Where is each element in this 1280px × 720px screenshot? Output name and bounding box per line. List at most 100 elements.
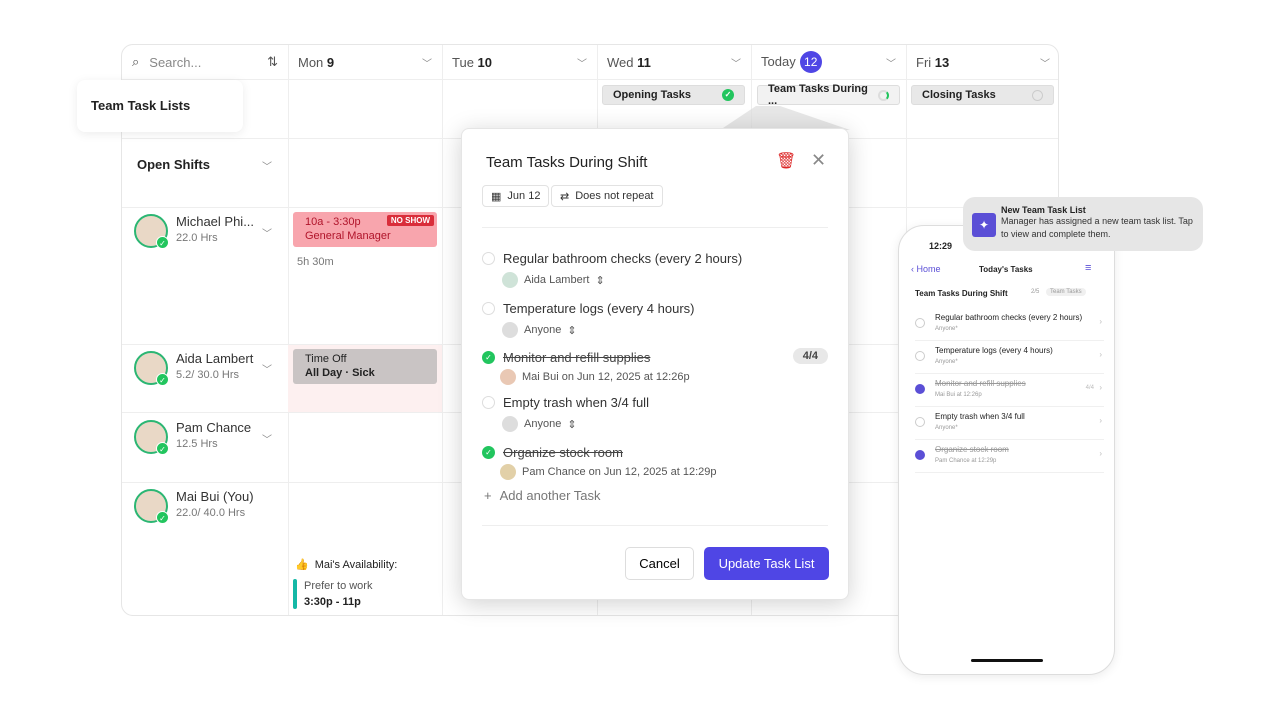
task-item[interactable]: ✓ Organize stock room Pam Chance on Jun 12…: [482, 445, 828, 480]
task-name: Regular bathroom checks (every 2 hours): [935, 313, 1083, 322]
chevron-down-icon[interactable]: ﹀: [577, 58, 587, 70]
task-sub: Anyone*: [935, 326, 958, 332]
notification-title: New Team Task List: [1001, 205, 1086, 215]
employee-name: Aida Lambert: [176, 351, 254, 366]
task-item[interactable]: Empty trash when 3/4 full Anyone ⇕: [482, 395, 828, 432]
employee-row[interactable]: ✓ Michael Phi... 22.0 Hrs: [134, 214, 254, 249]
back-label: Home: [916, 264, 941, 274]
task-list-name: Team Tasks During ...: [768, 83, 868, 107]
task-item[interactable]: Temperature logs (every 4 hours) Anyone ⇕: [482, 301, 828, 338]
task-checkbox[interactable]: [482, 302, 495, 315]
chevron-down-icon[interactable]: ﹀: [1040, 58, 1050, 70]
task-name: Regular bathroom checks (every 2 hours): [503, 251, 743, 266]
phone-progress: 2/5: [1031, 289, 1040, 295]
task-list-opening[interactable]: Opening Tasks ✓: [602, 85, 745, 105]
task-assignee: Aida Lambert: [524, 274, 590, 286]
select-arrows-icon[interactable]: ⇕: [567, 324, 577, 337]
task-checkbox[interactable]: [482, 252, 495, 265]
app-logo-icon: ✦: [972, 213, 996, 237]
search-input[interactable]: Search...: [149, 54, 202, 70]
close-icon[interactable]: ✕: [811, 150, 827, 170]
chevron-right-icon: ›: [1099, 383, 1102, 392]
progress-ring-icon: [878, 89, 889, 101]
phone-task[interactable]: Empty trash when 3/4 full Anyone* ›: [915, 407, 1104, 440]
day-header-mon[interactable]: Mon 9 ﹀: [288, 45, 442, 79]
notification-body: Manager has assigned a new team task lis…: [1001, 216, 1193, 239]
check-icon: ✓: [156, 373, 169, 386]
chevron-down-icon[interactable]: ﹀: [262, 435, 272, 446]
select-arrows-icon[interactable]: ⇕: [567, 418, 577, 431]
employee-row[interactable]: ✓ Pam Chance 12.5 Hrs: [134, 420, 251, 455]
chevron-down-icon[interactable]: ﹀: [886, 58, 896, 70]
shift-duration: 5h 30m: [297, 256, 334, 268]
chevron-down-icon[interactable]: ﹀: [262, 162, 272, 173]
task-name: Empty trash when 3/4 full: [935, 412, 1025, 421]
chevron-down-icon[interactable]: ﹀: [262, 229, 272, 240]
task-checkbox[interactable]: [915, 318, 925, 328]
task-checkbox[interactable]: [482, 396, 495, 409]
push-notification[interactable]: ✦ New Team Task List Manager has assigne…: [963, 197, 1203, 251]
day-header-fri[interactable]: Fri 13 ﹀: [906, 45, 1058, 79]
time-off-block[interactable]: Time Off All Day · Sick: [293, 349, 437, 384]
task-sub: Mai Bui at 12:26p: [935, 392, 982, 398]
employee-row[interactable]: ✓ Mai Bui (You) 22.0/ 40.0 Hrs: [134, 489, 254, 524]
task-checkbox[interactable]: [915, 417, 925, 427]
task-item[interactable]: Regular bathroom checks (every 2 hours) A…: [482, 251, 828, 288]
cancel-button[interactable]: Cancel: [625, 547, 694, 580]
task-checkbox[interactable]: [915, 450, 925, 460]
sort-icon[interactable]: ⇅: [267, 54, 278, 69]
employee-hours: 5.2/ 30.0 Hrs: [176, 369, 239, 381]
day-header-wed[interactable]: Wed 11 ﹀: [597, 45, 751, 79]
task-completed-by: Pam Chance on Jun 12, 2025 at 12:29p: [522, 466, 717, 478]
phone-task[interactable]: Organize stock room Pam Chance at 12:29p ›: [915, 440, 1104, 473]
phone-task[interactable]: Temperature logs (every 4 hours) Anyone* ›: [915, 341, 1104, 374]
chevron-down-icon[interactable]: ﹀: [731, 58, 741, 70]
empty-circle-icon: [1032, 89, 1043, 101]
phone-task[interactable]: Regular bathroom checks (every 2 hours) A…: [915, 308, 1104, 341]
task-list-during[interactable]: Team Tasks During ...: [757, 83, 900, 107]
shift-block[interactable]: 10a - 3:30p General Manager NO SHOW: [293, 212, 437, 247]
chevron-right-icon: ›: [1099, 416, 1102, 425]
employee-row[interactable]: ✓ Aida Lambert 5.2/ 30.0 Hrs: [134, 351, 254, 386]
chevron-right-icon: ›: [1099, 449, 1102, 458]
day-header-tue[interactable]: Tue 10 ﹀: [442, 45, 597, 79]
today-badge: 12: [799, 51, 822, 73]
day-number: 13: [934, 54, 950, 70]
search-box[interactable]: ⌕ Search... ⇅: [122, 45, 288, 79]
filter-icon[interactable]: ≡: [1085, 262, 1092, 274]
task-checkbox[interactable]: ✓: [482, 446, 495, 459]
shift-role: General Manager: [305, 230, 391, 242]
task-checkbox[interactable]: [915, 351, 925, 361]
task-checkbox[interactable]: ✓: [482, 351, 495, 364]
task-sub: Anyone*: [935, 359, 958, 365]
task-list-closing[interactable]: Closing Tasks: [911, 85, 1054, 105]
employee-hours: 22.0 Hrs: [176, 232, 218, 244]
add-task-button[interactable]: + Add another Task: [484, 488, 601, 503]
calendar-icon: ▦: [491, 190, 502, 203]
date-chip[interactable]: ▦ Jun 12: [482, 185, 550, 207]
chevron-down-icon[interactable]: ﹀: [422, 58, 432, 70]
add-task-label: Add another Task: [499, 488, 601, 503]
check-icon: ✓: [156, 236, 169, 249]
phone-task[interactable]: Monitor and refill supplies Mai Bui at 12…: [915, 374, 1104, 407]
trash-icon[interactable]: 🗑: [776, 153, 797, 170]
chevron-right-icon: ›: [1099, 317, 1102, 326]
update-task-list-button[interactable]: Update Task List: [704, 547, 829, 580]
day-header-today[interactable]: Today 12 ﹀: [751, 45, 906, 79]
availability-time: 3:30p - 11p: [304, 596, 361, 608]
task-completed-by: Mai Bui on Jun 12, 2025 at 12:26p: [522, 371, 690, 383]
chevron-down-icon[interactable]: ﹀: [262, 365, 272, 376]
avatar: ✓: [134, 214, 169, 249]
task-checkbox[interactable]: [915, 384, 925, 394]
repeat-value: Does not repeat: [575, 190, 654, 202]
avatar: [502, 272, 518, 288]
avatar: [500, 464, 516, 480]
repeat-chip[interactable]: ⇄ Does not repeat: [551, 185, 663, 207]
task-assignee: Anyone: [524, 418, 562, 430]
task-name: Monitor and refill supplies: [935, 379, 1026, 388]
plus-icon: +: [484, 488, 492, 503]
task-count-badge: 4/4: [792, 348, 828, 364]
back-button[interactable]: ‹ Home: [911, 264, 941, 274]
select-arrows-icon[interactable]: ⇕: [595, 274, 605, 287]
task-item[interactable]: ✓ Monitor and refill supplies Mai Bui on J…: [482, 348, 828, 385]
